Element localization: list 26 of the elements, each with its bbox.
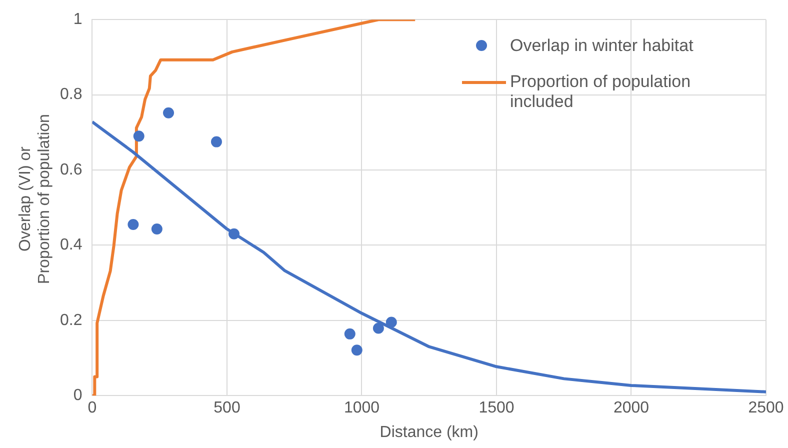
x-tick-label: 1500 <box>478 400 514 417</box>
x-tick-label: 2500 <box>748 400 784 417</box>
x-tick-label: 0 <box>88 400 97 417</box>
y-tick-label: 1 <box>73 11 82 28</box>
y-tick-label: 0.6 <box>60 161 82 178</box>
point <box>228 228 240 240</box>
point <box>210 136 222 148</box>
y-tick-label: 0.8 <box>60 86 82 104</box>
point <box>372 322 384 334</box>
y-axis-title: Overlap (VI) or Proportion of population <box>16 113 54 286</box>
point <box>163 107 174 118</box>
x-tick-label: 2000 <box>613 400 650 417</box>
legend-label: Proportion of population included <box>510 72 692 112</box>
y-tick-label: 0 <box>73 387 82 404</box>
x-axis-title: Distance (km) <box>380 424 478 441</box>
y-tick-label: 0.2 <box>60 312 82 329</box>
y-tick-label: 0.4 <box>60 236 82 254</box>
point <box>133 130 144 142</box>
x-tick-label: 500 <box>214 400 240 417</box>
point <box>344 328 356 340</box>
point <box>351 344 362 356</box>
x-tick-label: 1000 <box>344 400 380 417</box>
point <box>386 316 397 328</box>
point <box>151 224 162 235</box>
point <box>128 219 139 230</box>
legend-label: Overlap in winter habitat <box>510 36 694 56</box>
